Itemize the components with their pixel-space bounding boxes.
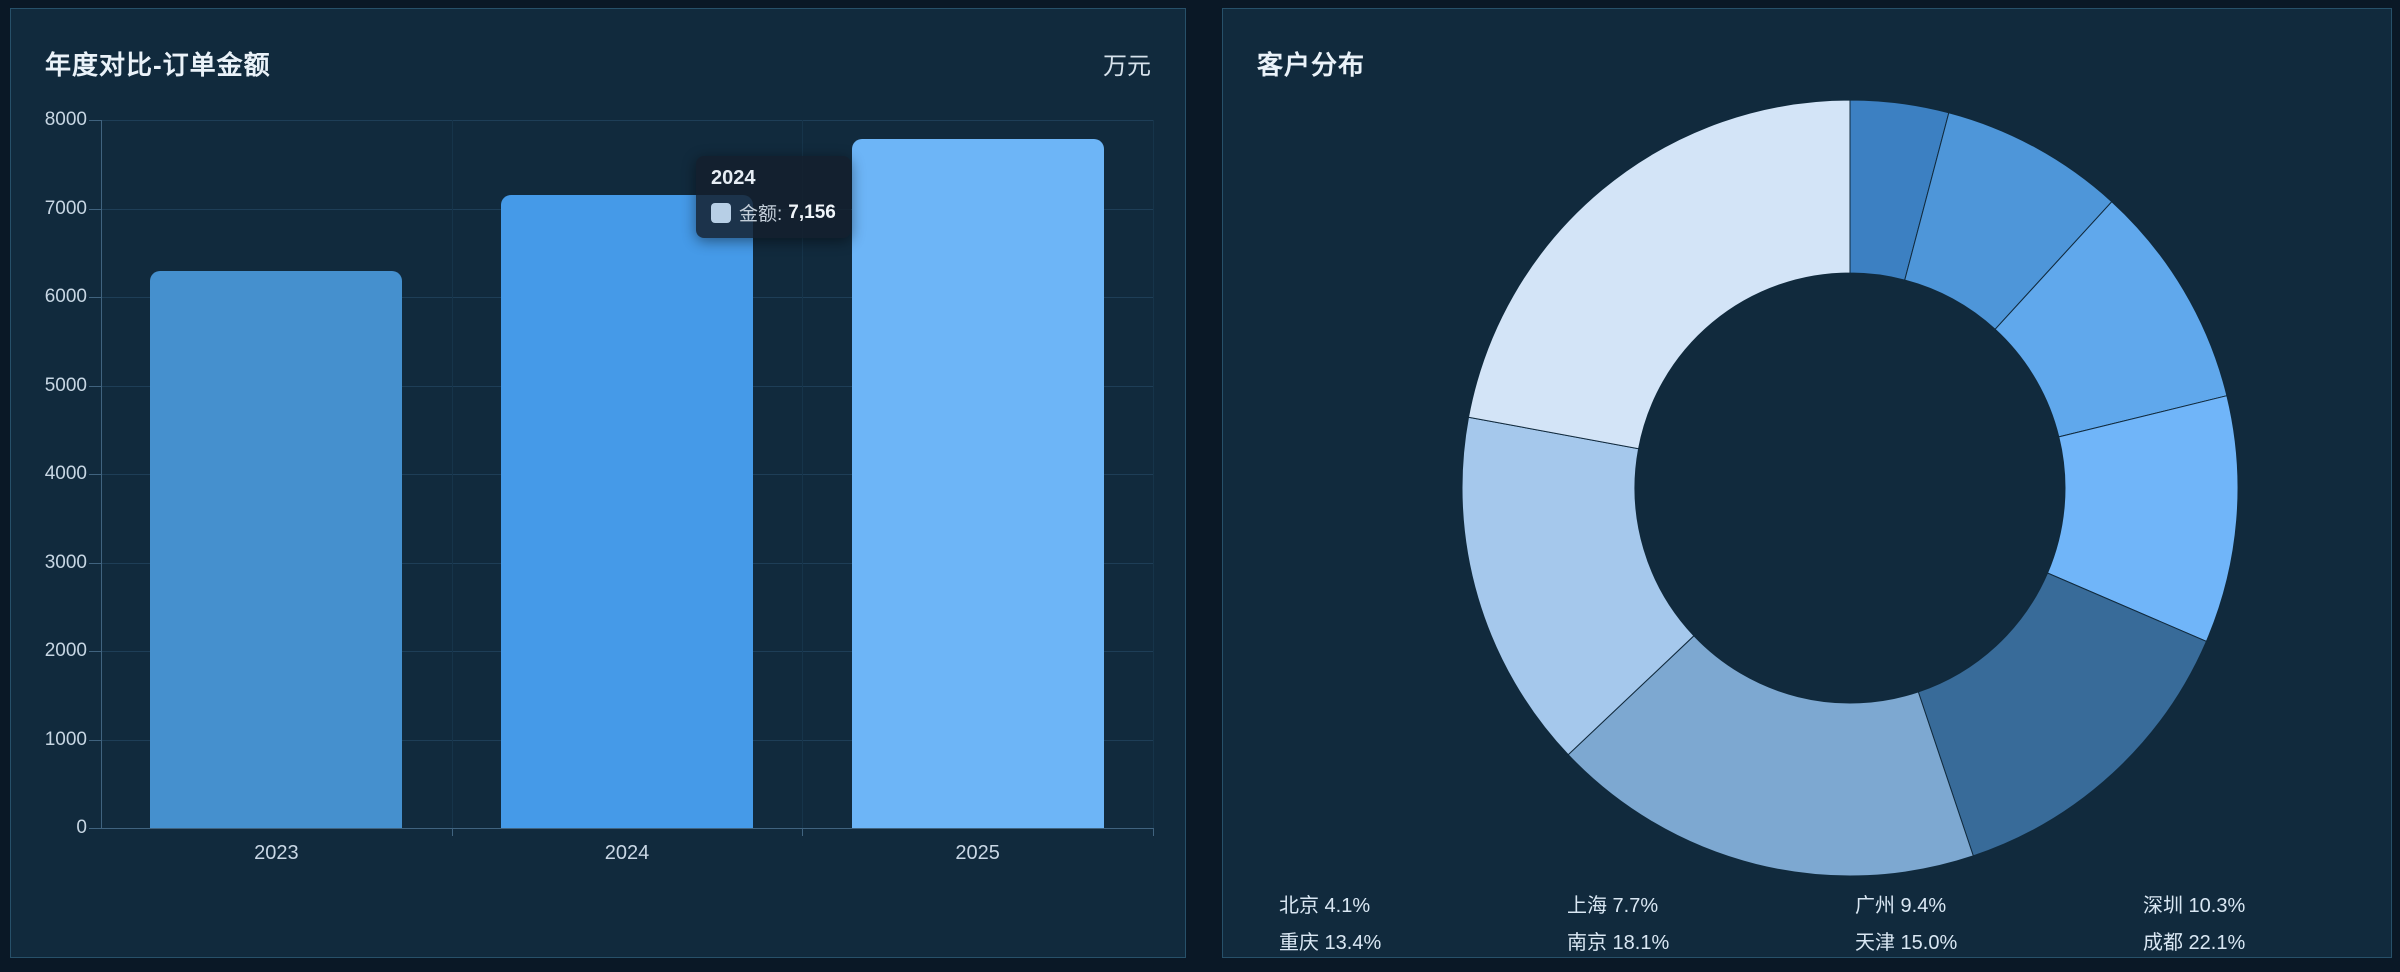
x-axis-tick-label: 2025 bbox=[955, 842, 1000, 864]
bar-2023[interactable] bbox=[150, 270, 403, 828]
chart-tooltip: 2024 金额: 7,156 bbox=[696, 156, 851, 238]
bar-chart-plot: 0 1000 2000 3000 4000 5000 6000 7000 8000 2023 202… bbox=[11, 9, 1185, 957]
legend-item-5[interactable]: 南京 18.1% bbox=[1567, 932, 1670, 954]
bar-2025[interactable] bbox=[851, 138, 1104, 828]
tooltip-title: 2024 bbox=[711, 167, 756, 189]
x-axis-line bbox=[101, 828, 1153, 829]
y-axis-unit-label: 万元 bbox=[1103, 53, 1151, 80]
grid-line-horizontal bbox=[101, 120, 1153, 121]
donut-chart bbox=[1461, 99, 2239, 877]
grid-line-vertical bbox=[452, 120, 453, 828]
legend-item-6[interactable]: 天津 15.0% bbox=[1855, 932, 1958, 954]
y-axis-tick-label: 4000 bbox=[44, 463, 87, 484]
left-panel-header: 年度对比-订单金额 万元 bbox=[45, 45, 1151, 82]
y-axis-tick-label: 7000 bbox=[44, 197, 87, 219]
y-axis-tick-label: 3000 bbox=[44, 551, 87, 573]
y-axis-tick-label: 8000 bbox=[44, 109, 87, 130]
tooltip-series-label: 金额: bbox=[739, 204, 783, 225]
legend-item-7[interactable]: 成都 22.1% bbox=[2143, 932, 2246, 954]
donut-legend: 北京 4.1% 上海 7.7% 广州 9.4% 深圳 10.3% 重庆 13.4% 南京 … bbox=[1279, 895, 2361, 955]
y-axis-tick bbox=[89, 208, 101, 210]
y-axis-tick-label: 1000 bbox=[44, 728, 87, 750]
customer-distribution-panel: 客户分布 北京 4.1% 上海 7.7% 广州 9.4% 深圳 10.3% 重庆 13.… bbox=[1222, 8, 2392, 958]
y-axis-tick-label: 6000 bbox=[44, 286, 87, 307]
tooltip-value: 7,156 bbox=[788, 201, 836, 223]
x-axis-tick bbox=[802, 828, 803, 836]
y-axis-tick bbox=[89, 651, 101, 652]
y-axis-tick-label: 0 bbox=[76, 817, 87, 838]
order-amount-panel: 年度对比-订单金额 万元 0 1000 2000 3000 4000 5000 6000 70… bbox=[10, 8, 1186, 958]
tooltip-row: 金额: 7,156 bbox=[711, 199, 836, 226]
y-axis-tick-label: 5000 bbox=[44, 374, 87, 396]
legend-item-0[interactable]: 北京 4.1% bbox=[1279, 895, 1371, 917]
right-panel-title: 客户分布 bbox=[1257, 50, 1366, 80]
y-axis-tick bbox=[89, 297, 101, 298]
bar-2024[interactable] bbox=[501, 194, 753, 828]
y-axis-tick-label: 2000 bbox=[44, 640, 87, 661]
left-panel-title: 年度对比-订单金额 bbox=[45, 50, 271, 80]
y-axis-tick bbox=[89, 474, 101, 475]
tooltip-series-swatch bbox=[711, 202, 731, 223]
donut-slice-5[interactable] bbox=[1567, 635, 1974, 877]
donut-slice-7[interactable] bbox=[1467, 99, 1851, 450]
y-axis-line bbox=[101, 120, 102, 828]
x-axis-tick-label: 2024 bbox=[604, 842, 650, 864]
legend-item-3[interactable]: 深圳 10.3% bbox=[2143, 895, 2246, 917]
y-axis-tick bbox=[89, 385, 101, 387]
y-axis-tick bbox=[89, 120, 101, 121]
y-axis-tick bbox=[89, 828, 101, 829]
legend-item-4[interactable]: 重庆 13.4% bbox=[1279, 932, 1382, 954]
grid-line-vertical bbox=[1153, 120, 1154, 828]
legend-item-1[interactable]: 上海 7.7% bbox=[1567, 895, 1659, 917]
y-axis-tick bbox=[89, 739, 101, 741]
x-axis-tick bbox=[1153, 828, 1154, 836]
x-axis-tick bbox=[452, 828, 453, 836]
x-axis-tick-label: 2023 bbox=[254, 842, 299, 864]
y-axis-tick bbox=[89, 562, 101, 564]
right-panel-header: 客户分布 bbox=[1257, 45, 2357, 82]
donut-slice-4[interactable] bbox=[1917, 572, 2208, 857]
legend-item-2[interactable]: 广州 9.4% bbox=[1855, 895, 1947, 917]
grid-line-vertical bbox=[802, 120, 803, 828]
donut-slice-6[interactable] bbox=[1461, 416, 1695, 756]
